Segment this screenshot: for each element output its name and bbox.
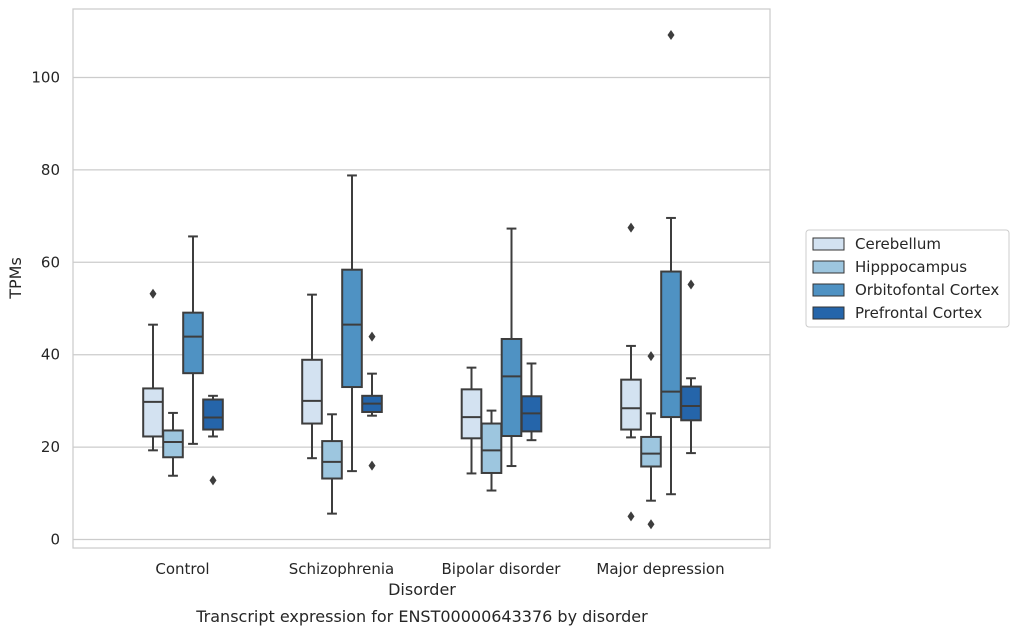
x-tick-label: Control bbox=[155, 560, 209, 578]
legend-label: Hipppocampus bbox=[855, 258, 967, 276]
outlier-point bbox=[149, 288, 157, 299]
iqr-box bbox=[301, 358, 323, 425]
series-hipppocampus bbox=[162, 351, 662, 530]
y-tick-label: 0 bbox=[50, 531, 60, 549]
chart-caption: Transcript expression for ENST0000064337… bbox=[195, 607, 648, 626]
x-tick-label: Schizophrenia bbox=[289, 560, 394, 578]
legend-swatch bbox=[812, 283, 845, 297]
box bbox=[660, 29, 682, 496]
plot-frame bbox=[72, 8, 771, 549]
outlier-point bbox=[647, 351, 655, 362]
legend-swatch bbox=[812, 306, 845, 320]
iqr-box bbox=[182, 311, 204, 375]
iqr-box bbox=[460, 388, 483, 440]
box bbox=[680, 279, 702, 455]
iqr-box bbox=[321, 440, 343, 480]
iqr-box bbox=[142, 387, 164, 438]
iqr-box bbox=[341, 268, 363, 389]
box-series bbox=[142, 29, 702, 530]
iqr-box bbox=[480, 422, 503, 474]
series-orbitofontal-cortex bbox=[182, 29, 682, 496]
y-tick-label: 80 bbox=[41, 161, 60, 179]
box bbox=[460, 366, 483, 475]
box bbox=[182, 235, 204, 445]
y-tick-labels: 0 20 40 60 80 100 bbox=[31, 69, 60, 549]
legend: Cerebellum Hipppocampus Orbitofontal Corte… bbox=[805, 229, 1010, 328]
outlier-point bbox=[368, 331, 376, 342]
legend-frame bbox=[805, 229, 1010, 328]
box bbox=[142, 288, 164, 452]
x-axis-title: Disorder bbox=[388, 580, 456, 599]
box bbox=[640, 351, 662, 530]
y-tick-label: 100 bbox=[31, 69, 60, 87]
box bbox=[162, 411, 184, 477]
legend-label: Cerebellum bbox=[855, 235, 941, 253]
series-prefrontal-cortex bbox=[202, 279, 702, 486]
outlier-point bbox=[687, 279, 695, 290]
legend-swatch bbox=[812, 237, 845, 251]
iqr-box bbox=[162, 429, 184, 459]
outlier-point bbox=[368, 460, 376, 471]
y-tick-label: 20 bbox=[41, 438, 60, 456]
iqr-box bbox=[640, 435, 662, 468]
iqr-box bbox=[680, 385, 702, 422]
box bbox=[620, 222, 642, 522]
iqr-box bbox=[660, 270, 682, 419]
box bbox=[301, 293, 323, 460]
outlier-point bbox=[627, 222, 635, 233]
box bbox=[480, 409, 503, 492]
y-tick-label: 60 bbox=[41, 253, 60, 271]
series-cerebellum bbox=[142, 222, 642, 522]
iqr-box bbox=[620, 378, 642, 431]
box bbox=[321, 413, 343, 515]
outlier-point bbox=[209, 475, 217, 486]
outlier-point bbox=[647, 519, 655, 530]
legend-label: Orbitofontal Cortex bbox=[855, 281, 999, 299]
outlier-point bbox=[627, 511, 635, 522]
box bbox=[361, 331, 383, 471]
outlier-point bbox=[667, 29, 675, 40]
legend-swatch bbox=[812, 260, 845, 274]
box bbox=[202, 394, 224, 486]
box bbox=[341, 174, 363, 473]
box bbox=[520, 362, 543, 442]
x-tick-labels: Control Schizophrenia Bipolar disorder Majo… bbox=[155, 560, 724, 578]
legend-label: Prefrontal Cortex bbox=[855, 304, 982, 322]
iqr-box bbox=[500, 337, 523, 438]
x-tick-label: Major depression bbox=[596, 560, 724, 578]
y-axis-title: TPMs bbox=[6, 257, 25, 300]
iqr-box bbox=[202, 398, 224, 431]
box bbox=[500, 227, 523, 468]
y-tick-label: 40 bbox=[41, 346, 60, 364]
x-tick-label: Bipolar disorder bbox=[442, 560, 562, 578]
